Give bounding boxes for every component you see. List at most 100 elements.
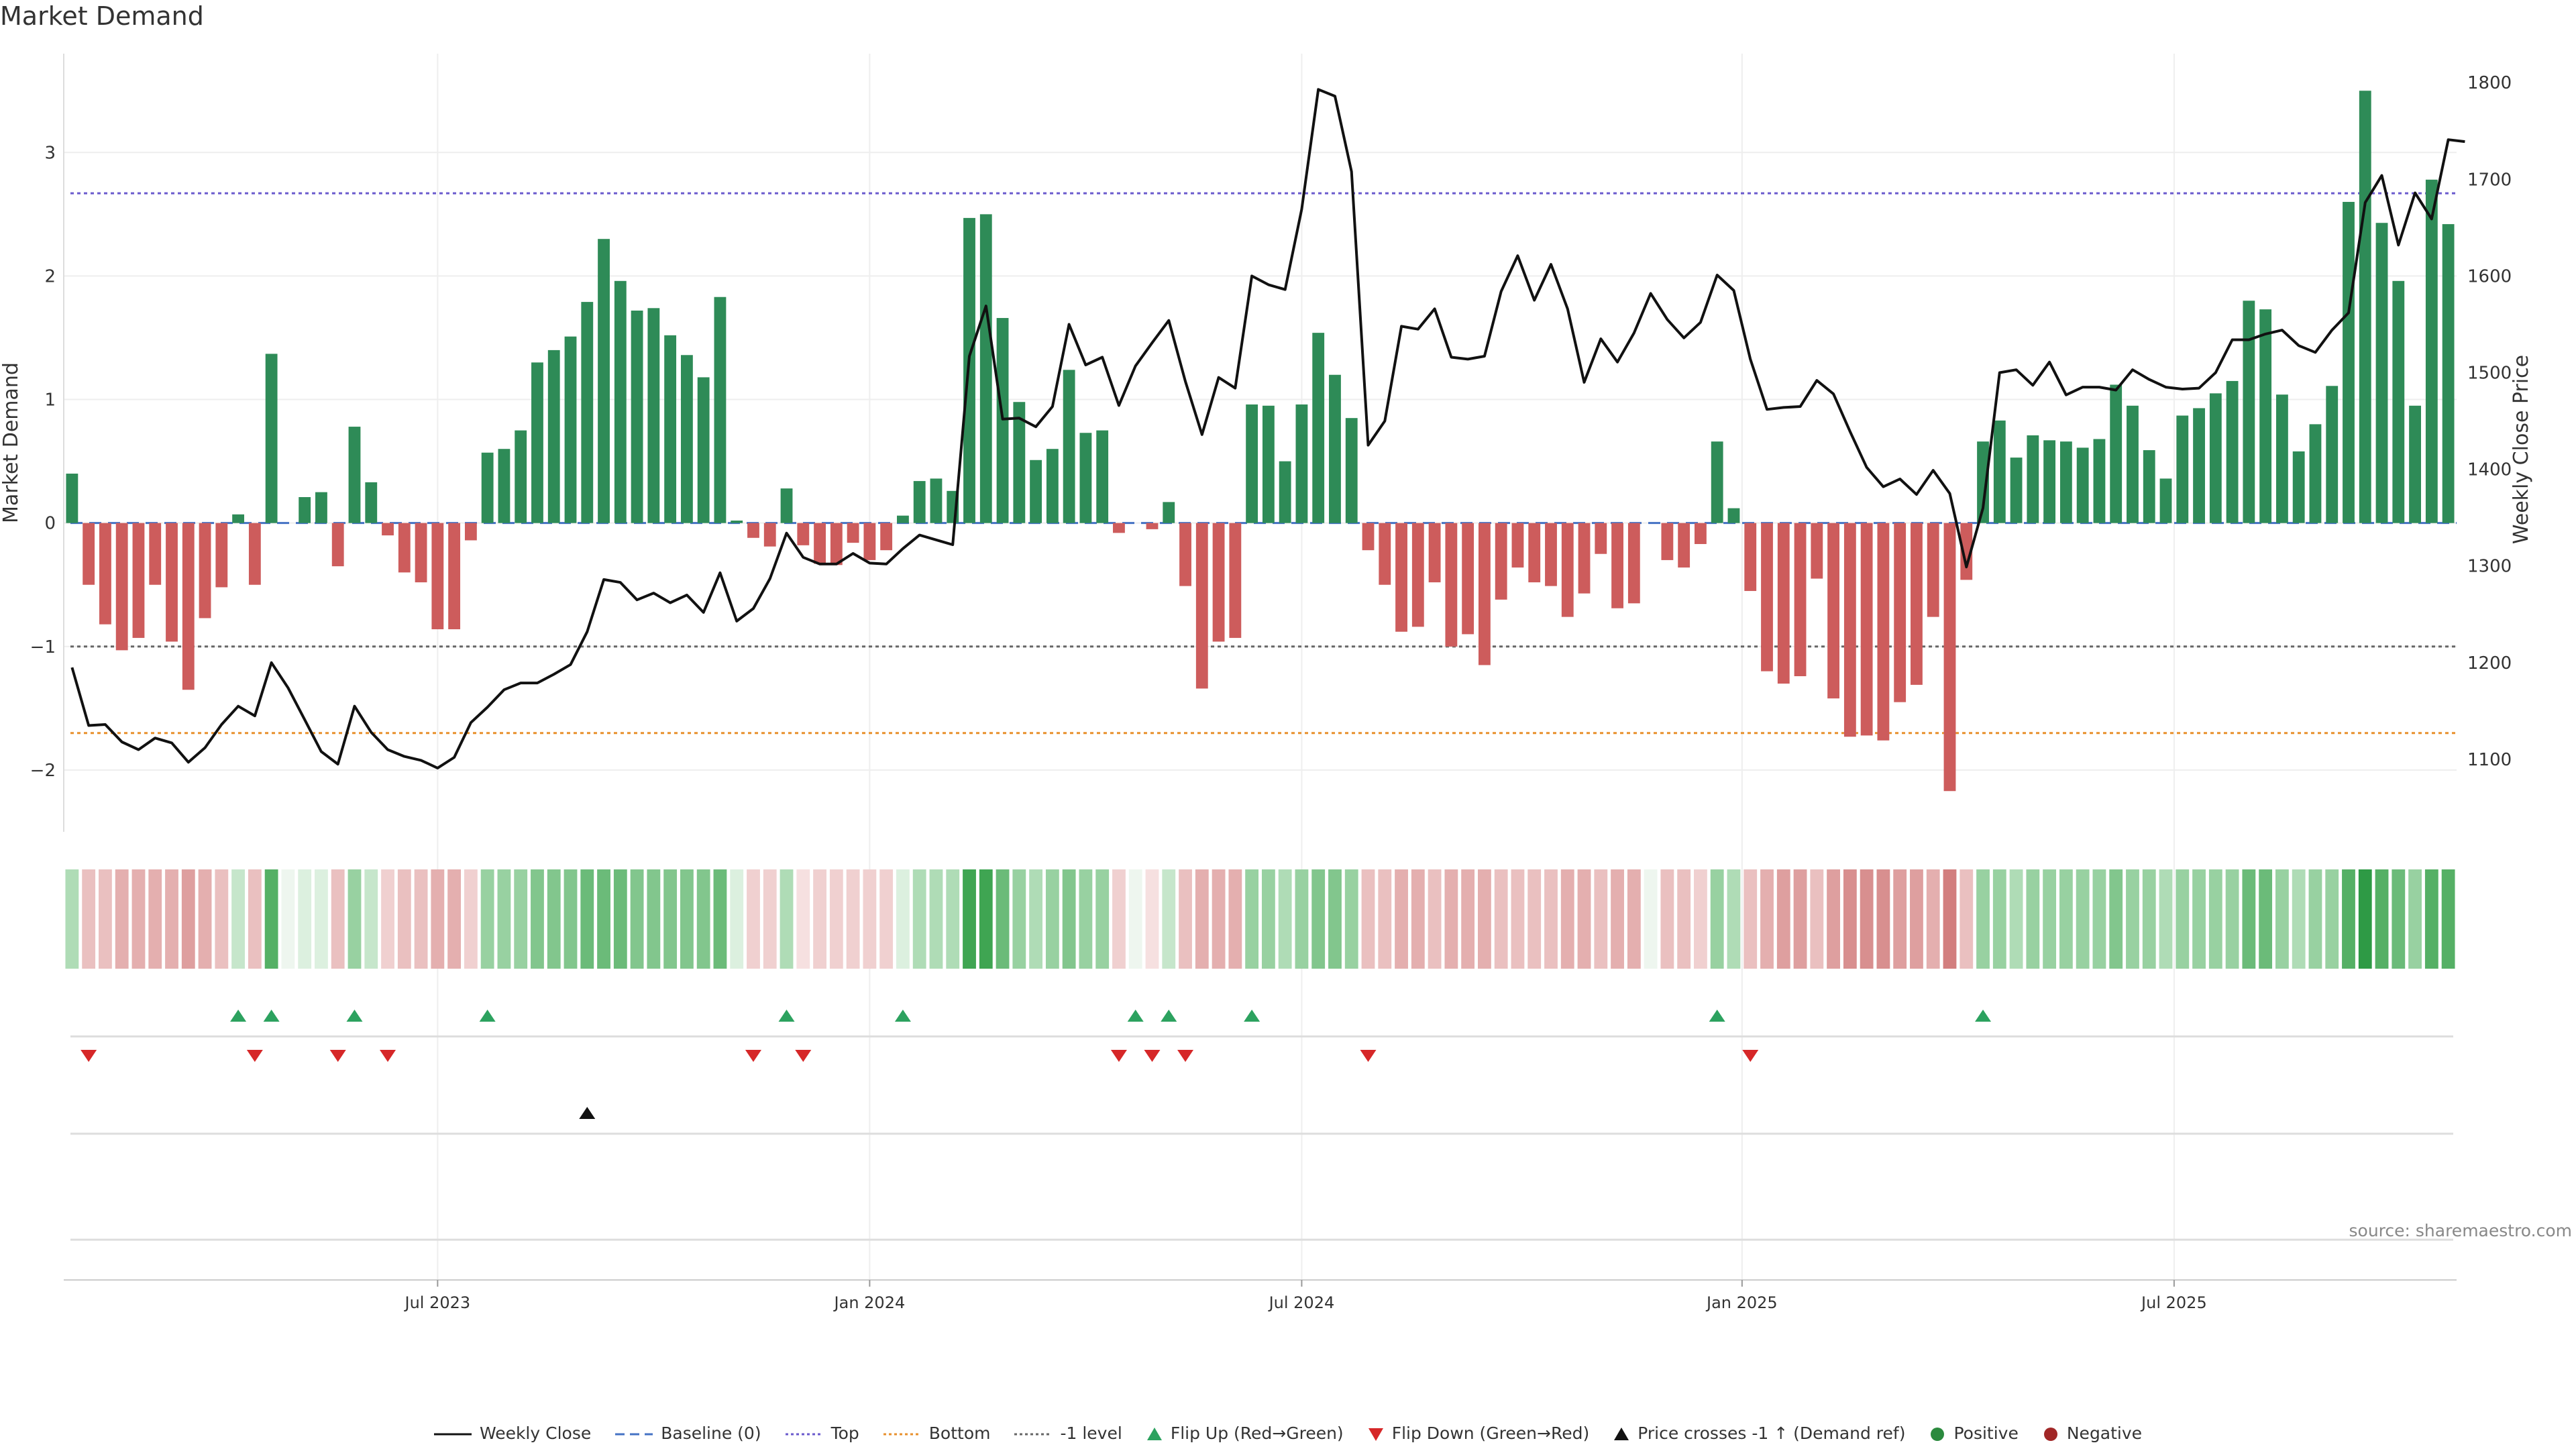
heat-cell (963, 869, 976, 969)
demand-bar (1329, 374, 1341, 523)
flip-down-marker (329, 1050, 346, 1062)
heat-cell (1461, 869, 1475, 969)
demand-bar (331, 523, 344, 567)
heat-cell (2424, 869, 2438, 969)
right-y-tick-label: 1800 (2467, 73, 2512, 93)
heat-cell (497, 869, 511, 969)
flip-up-marker (1127, 1010, 1144, 1022)
demand-bar (1761, 523, 1773, 672)
legend-label: Bottom (928, 1423, 991, 1443)
heat-cell (1926, 869, 1940, 969)
flip-up-marker (778, 1010, 795, 1022)
heat-cell (1677, 869, 1691, 969)
demand-bar (564, 336, 577, 523)
demand-bar (763, 523, 776, 547)
demand-bar (780, 488, 793, 523)
heat-cell (663, 869, 678, 969)
demand-bar (2226, 380, 2239, 523)
heat-cell (2275, 869, 2289, 969)
heat-cell (331, 869, 345, 969)
demand-bar (979, 214, 992, 523)
demand-bar (2043, 440, 2056, 523)
demand-bar (1495, 523, 1507, 600)
demand-bar (1063, 370, 1075, 523)
legend-swatch (615, 1433, 653, 1435)
price-cross-marker (579, 1107, 596, 1119)
demand-bar (2093, 439, 2106, 523)
demand-bar (1911, 523, 1923, 685)
demand-bar (814, 523, 826, 564)
heat-cell (630, 869, 644, 969)
y-tick-label: −2 (30, 761, 56, 781)
heat-cell (65, 869, 79, 969)
demand-bar (83, 523, 95, 585)
heat-cell (99, 869, 112, 969)
demand-bar (1595, 523, 1607, 554)
demand-bar (2425, 179, 2438, 523)
heat-cell (1395, 869, 1408, 969)
heat-cell (198, 869, 212, 969)
legend-swatch (1931, 1427, 1945, 1441)
heat-cell (1976, 869, 1990, 969)
demand-bar (863, 523, 876, 560)
demand-bar (431, 523, 444, 630)
heat-cell (2325, 869, 2339, 969)
demand-bar (1163, 502, 1175, 523)
heat-cell (298, 869, 312, 969)
heat-cell (431, 869, 445, 969)
demand-bar (1079, 433, 1092, 523)
heat-cell (1212, 869, 1226, 969)
demand-bar (1395, 523, 1407, 632)
demand-bar (2309, 424, 2322, 523)
heat-cell (1611, 869, 1624, 969)
demand-bar (697, 377, 710, 523)
legend-label: -1 level (1060, 1423, 1122, 1443)
chart-title: Market Demand (0, 1, 204, 31)
demand-bar (1312, 333, 1325, 523)
heat-cell (1428, 869, 1442, 969)
right-y-tick-label: 1400 (2467, 460, 2512, 480)
heat-cell (1511, 869, 1525, 969)
demand-bar (1661, 523, 1674, 560)
heat-cell (1361, 869, 1375, 969)
demand-bar (1046, 449, 1059, 523)
heat-cell (597, 869, 610, 969)
heat-cell (1660, 869, 1674, 969)
heat-cell (2059, 869, 2073, 969)
flip-up-marker (1161, 1010, 1177, 1022)
heat-cell (1245, 869, 1259, 969)
legend-label: Negative (2066, 1423, 2143, 1443)
heat-cell (231, 869, 246, 969)
heat-cell (647, 869, 661, 969)
legend-item: Weekly Close (433, 1424, 591, 1443)
heat-cell (680, 869, 694, 969)
heat-cell (730, 869, 744, 969)
right-y-tick-label: 1200 (2467, 653, 2512, 674)
demand-bar (299, 497, 311, 523)
heat-cell (1594, 869, 1608, 969)
flip-down-marker (1177, 1050, 1194, 1062)
heat-cell (464, 869, 478, 969)
heat-cell (447, 869, 462, 969)
demand-bar (1195, 523, 1208, 689)
heat-cell (879, 869, 894, 969)
heat-cell (364, 869, 378, 969)
heat-cell (347, 869, 362, 969)
heat-cell (1810, 869, 1824, 969)
heat-cell (2292, 869, 2306, 969)
demand-bar (464, 523, 477, 541)
heat-cell (1743, 869, 1758, 969)
demand-bar (66, 474, 78, 523)
legend-swatch (1146, 1427, 1162, 1440)
demand-bar (1362, 523, 1375, 551)
heat-cell (1261, 869, 1275, 969)
legend-label: Flip Up (Red→Green) (1170, 1423, 1344, 1443)
legend-label: Baseline (0) (661, 1423, 761, 1443)
heat-cell (1378, 869, 1392, 969)
heat-cell (613, 869, 627, 969)
demand-bar (2143, 450, 2155, 523)
heat-cell (1876, 869, 1890, 969)
heat-cell (1295, 869, 1309, 969)
demand-bar (714, 297, 727, 523)
heat-cell (896, 869, 910, 969)
